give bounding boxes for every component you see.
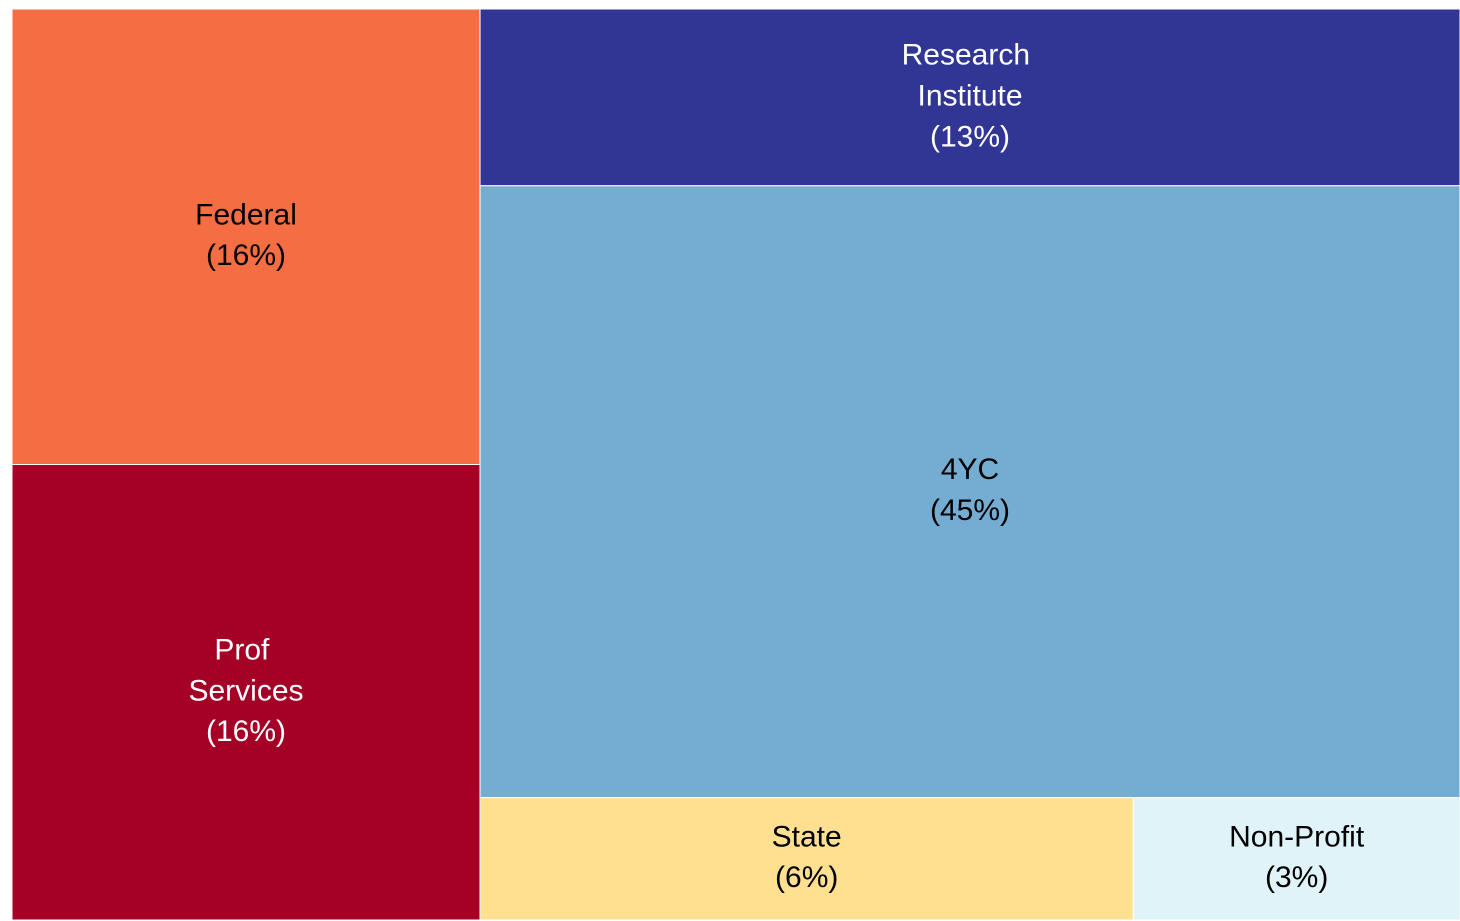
cell-value-label: (13%): [930, 120, 1010, 153]
cell-label-line: 4YC: [941, 453, 999, 486]
cell-label-line: Non-Profit: [1229, 820, 1365, 853]
cell-value-label: (6%): [775, 861, 838, 894]
cell-label-line: Institute: [917, 79, 1022, 112]
cell-value-label: (16%): [206, 715, 286, 748]
cell-label: State: [772, 820, 842, 853]
cell-label: Prof Services: [188, 633, 303, 707]
cell-label-line: State: [772, 820, 842, 853]
cell-label: Federal: [195, 198, 297, 231]
cell-value-label: (3%): [1265, 861, 1328, 894]
cell-label: 4YC: [941, 453, 999, 486]
cell-label-line: Federal: [195, 198, 297, 231]
treemap-cell: [479, 8, 1460, 187]
treemap-cell: [479, 797, 1134, 921]
cell-value-label: (16%): [206, 239, 286, 272]
cell-label-line: Prof: [214, 633, 277, 666]
treemap-cell: [479, 185, 1460, 799]
cell-value-label: (45%): [930, 494, 1010, 527]
cell-label: Non-Profit: [1229, 820, 1365, 853]
treemap-cell: [11, 8, 481, 465]
treemap-cell: [11, 464, 481, 921]
cell-label-line: Services: [188, 674, 303, 707]
cell-label-line: Research: [902, 38, 1039, 71]
treemap-cell: [1132, 797, 1460, 921]
cell-label: Research Institute: [902, 38, 1039, 112]
